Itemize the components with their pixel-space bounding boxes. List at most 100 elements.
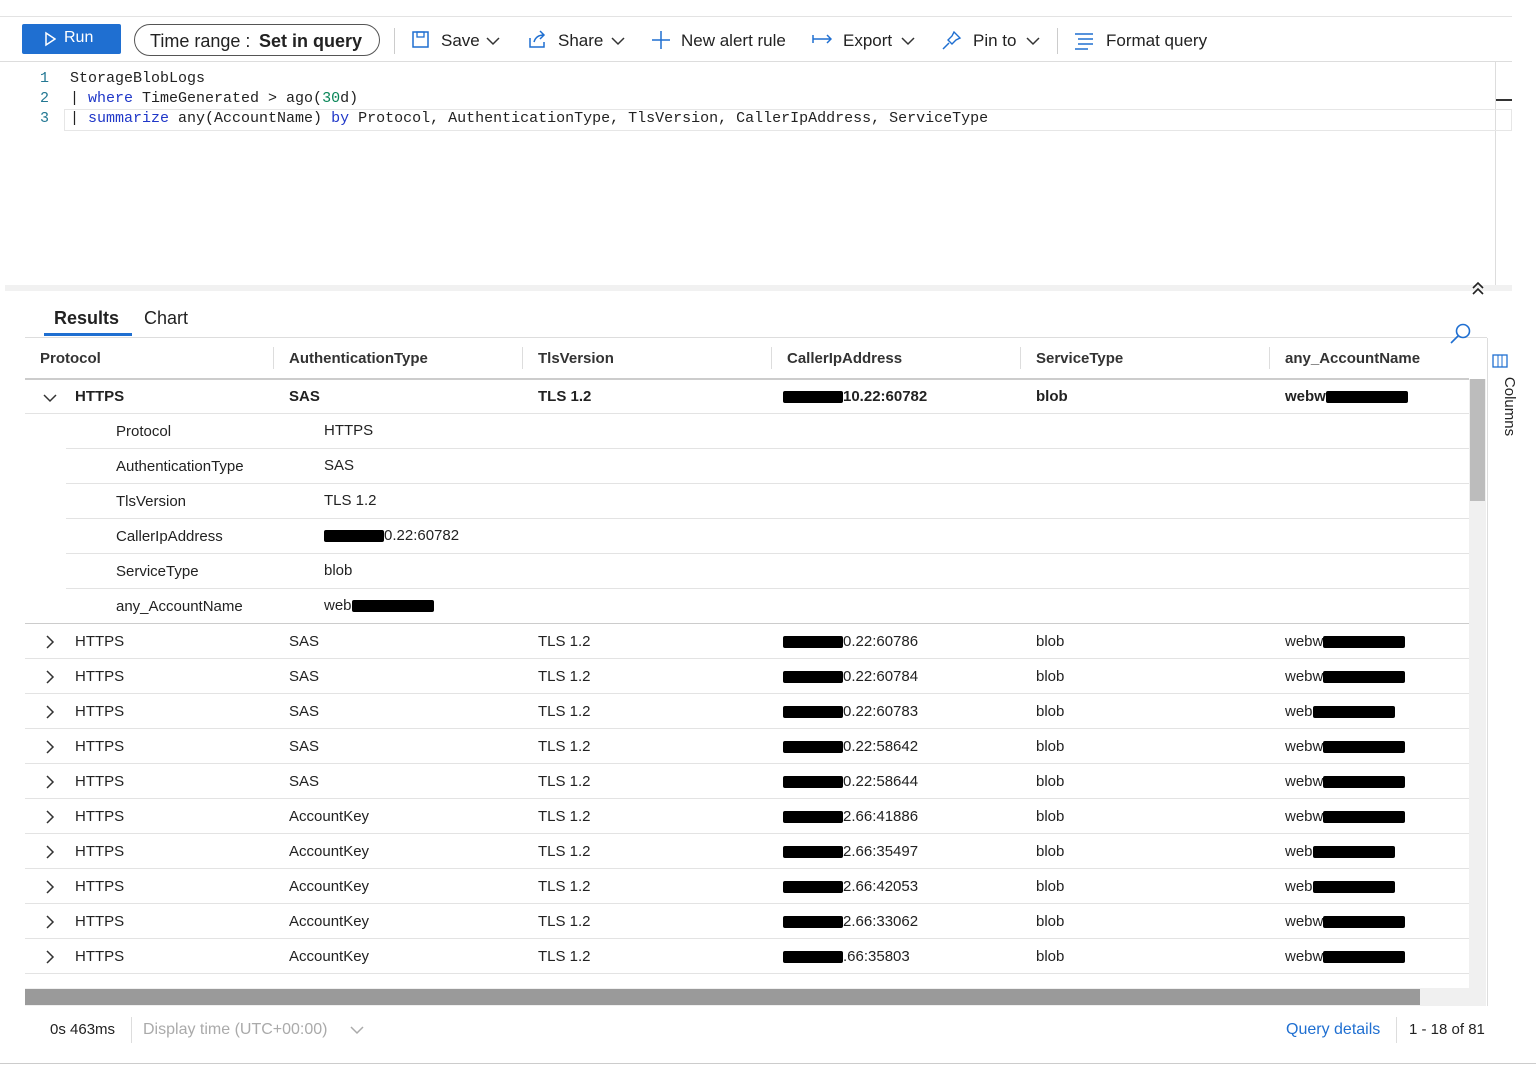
table-cell: 2.66:33062	[783, 913, 918, 930]
cell-text: HTTPS	[75, 738, 125, 755]
run-label[interactable]: Run	[64, 29, 94, 46]
table-row[interactable]	[25, 939, 1469, 973]
table-cell: blob	[1036, 808, 1064, 825]
table-row[interactable]	[25, 799, 1469, 833]
redaction	[1325, 391, 1408, 404]
table-row[interactable]	[25, 834, 1469, 868]
row-border	[66, 483, 1469, 484]
table-row[interactable]	[25, 659, 1469, 693]
toolbar-icon	[529, 30, 546, 48]
cell-text: webw	[1285, 948, 1324, 965]
time-range-value[interactable]: Set in query	[259, 31, 363, 51]
toolbar-button[interactable]: Share	[558, 31, 604, 50]
toolbar-button[interactable]: Save	[441, 31, 480, 50]
column-header[interactable]: any_AccountName	[1285, 350, 1421, 367]
code-token: |	[70, 110, 89, 127]
cell-text: TLS 1.2	[538, 948, 591, 965]
redaction	[783, 846, 843, 859]
column-divider	[522, 347, 523, 369]
tab-chart[interactable]: Chart	[144, 308, 189, 328]
redaction	[1323, 776, 1406, 789]
redaction	[1323, 671, 1406, 684]
search-icon[interactable]	[1449, 304, 1473, 351]
table-row[interactable]	[25, 904, 1469, 938]
table-cell: blob	[1036, 738, 1064, 755]
row-border	[25, 763, 1469, 764]
chevron-right	[46, 950, 55, 964]
chevron-right	[46, 635, 55, 649]
cell-text: TLS 1.2	[538, 913, 591, 930]
minimap-mark	[1496, 99, 1512, 101]
line-number: 2	[40, 90, 50, 107]
table-cell: HTTPS	[75, 388, 124, 405]
line-number: 1	[40, 70, 50, 87]
scroll-thumb-h[interactable]	[25, 989, 1420, 1005]
separator	[394, 28, 395, 54]
table-row[interactable]	[25, 694, 1469, 728]
code-token: by	[331, 110, 350, 127]
table-cell: AccountKey	[289, 808, 369, 825]
cell-text: blob	[1036, 878, 1065, 895]
collapse-editor[interactable]	[1471, 262, 1485, 301]
cell-text: 0.22:58642	[843, 738, 919, 755]
table-row[interactable]	[25, 729, 1469, 763]
time-range[interactable]	[134, 24, 380, 56]
cell-text: web	[1285, 843, 1313, 860]
table-cell: SAS	[289, 633, 319, 650]
time-range-label[interactable]: Time range :	[150, 31, 256, 51]
column-header[interactable]: TlsVersion	[538, 350, 614, 367]
row-border	[66, 588, 1469, 589]
run-button[interactable]	[22, 24, 121, 54]
cell-text: HTTPS	[324, 422, 374, 439]
table-row[interactable]	[25, 869, 1469, 903]
table-cell: 0.22:60786	[783, 633, 918, 650]
cell-text: webw	[1285, 738, 1324, 755]
cell-text: AccountKey	[289, 878, 370, 895]
redaction	[783, 391, 843, 404]
query-details[interactable]: Query details	[1286, 1021, 1381, 1038]
column-header[interactable]: CallerIpAddress	[787, 350, 903, 367]
toolbar-button[interactable]: New alert rule	[681, 31, 786, 50]
redaction	[783, 916, 843, 929]
table-cell: web	[1285, 843, 1395, 860]
chevron-down	[350, 1026, 364, 1035]
table-cell: 0.22:60784	[783, 668, 918, 685]
table-cell: .66:35803	[783, 948, 910, 965]
horizontal-scrollbar[interactable]	[25, 988, 1469, 1006]
table-cell: SAS	[289, 668, 319, 685]
table-cell: 0.22:58642	[783, 738, 918, 755]
redaction	[783, 811, 843, 824]
detail-field: AuthenticationType	[116, 458, 244, 475]
table-cell: webw	[1285, 913, 1406, 930]
column-header[interactable]: Protocol	[40, 350, 101, 367]
toolbar-button[interactable]: Format query	[1106, 31, 1208, 50]
table-cell: blob	[1036, 388, 1068, 405]
cell-text: 10.22:60782	[843, 388, 928, 405]
toolbar-icon	[1075, 33, 1093, 50]
code-token: Protocol, AuthenticationType, TlsVersion…	[349, 110, 989, 127]
vertical-scrollbar[interactable]	[1469, 379, 1486, 1006]
separator	[1057, 28, 1058, 54]
columns-label[interactable]: Columns	[1501, 376, 1519, 437]
tab-results[interactable]: Results	[54, 308, 120, 328]
toolbar-button[interactable]: Pin to	[973, 31, 1017, 50]
toolbar-button[interactable]: Export	[843, 31, 893, 50]
redaction	[1323, 636, 1406, 649]
cell-text: 0.22:60786	[843, 633, 919, 650]
code-token: where	[88, 90, 134, 107]
cell-text: AccountKey	[289, 843, 370, 860]
scroll-thumb[interactable]	[1470, 379, 1485, 501]
table-cell: blob	[1036, 703, 1064, 720]
table-row[interactable]	[25, 624, 1469, 658]
table-row[interactable]	[25, 764, 1469, 798]
cell-text: blob	[1036, 703, 1065, 720]
table-cell: HTTPS	[75, 703, 124, 720]
table-cell: TLS 1.2	[538, 388, 591, 405]
display-time[interactable]: Display time (UTC+00:00)	[143, 1021, 328, 1038]
redaction	[783, 776, 843, 789]
row-border	[25, 833, 1469, 834]
column-header[interactable]: ServiceType	[1036, 350, 1124, 367]
detail-field: TlsVersion	[116, 493, 187, 510]
column-header[interactable]: AuthenticationType	[289, 350, 428, 367]
